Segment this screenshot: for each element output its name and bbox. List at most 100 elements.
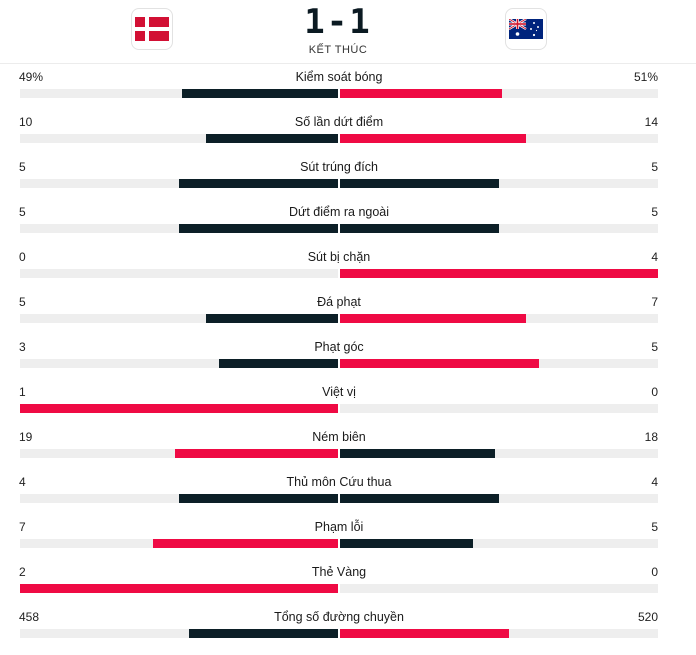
australia-flag-icon — [509, 19, 543, 39]
stat-bar-home-fill — [189, 629, 338, 638]
stat-label: Đá phạt — [317, 295, 361, 309]
stat-home-value: 458 — [19, 610, 40, 624]
stat-bar-home-track — [20, 359, 338, 368]
stat-bar-track — [20, 449, 658, 458]
stat-bar-track — [20, 584, 658, 593]
stat-label: Ném biên — [312, 430, 366, 444]
stat-away-value: 5 — [651, 340, 658, 354]
stat-away-value: 4 — [651, 475, 658, 489]
stat-bar-home-fill — [179, 494, 338, 503]
match-score: 1-1 — [304, 2, 372, 42]
stat-bar-away-track — [340, 449, 658, 458]
stat-bar-away-fill — [340, 494, 499, 503]
stat-bar-away-track — [340, 224, 658, 233]
stat-home-value: 2 — [19, 565, 26, 579]
stat-home-value: 5 — [19, 295, 26, 309]
stat-away-value: 5 — [651, 520, 658, 534]
match-status: KẾT THÚC — [308, 44, 368, 56]
stat-bar-track — [20, 89, 658, 98]
stat-away-value: 5 — [651, 160, 658, 174]
stat-home-value: 3 — [19, 340, 26, 354]
stat-bar-home-track — [20, 629, 338, 638]
stat-bar-away-fill — [340, 359, 539, 368]
stat-bar-away-fill — [340, 89, 503, 98]
stat-bar-away-fill — [340, 629, 510, 638]
stat-bar-home-track — [20, 89, 338, 98]
stat-bar-home-track — [20, 134, 338, 143]
stat-bar-away-track — [340, 494, 658, 503]
stat-away-value: 18 — [644, 430, 658, 444]
stat-home-value: 7 — [19, 520, 26, 534]
stat-bar-track — [20, 629, 658, 638]
stat-bar-track — [20, 494, 658, 503]
stat-bar-away-fill — [340, 314, 526, 323]
stat-bar-track — [20, 314, 658, 323]
stat-home-value: 5 — [19, 205, 26, 219]
stat-row: 5 Dứt điểm ra ngoài 5 — [0, 203, 696, 248]
stat-home-value: 0 — [19, 250, 26, 264]
stat-row: 4 Thủ môn Cứu thua 4 — [0, 473, 696, 518]
stat-row: 10 Số lần dứt điểm 14 — [0, 113, 696, 158]
stat-away-value: 0 — [651, 385, 658, 399]
stat-bar-home-track — [20, 314, 338, 323]
stat-bar-away-fill — [340, 179, 499, 188]
stat-label: Thẻ Vàng — [311, 565, 367, 579]
stat-bar-track — [20, 269, 658, 278]
stat-row: 2 Thẻ Vàng 0 — [0, 563, 696, 608]
stat-bar-home-fill — [20, 584, 338, 593]
stat-bar-home-fill — [179, 224, 338, 233]
stat-bar-home-fill — [205, 314, 338, 323]
stat-row: 1 Việt vị 0 — [0, 383, 696, 428]
stat-bar-away-track — [340, 584, 658, 593]
stat-label: Tổng số đường chuyền — [274, 610, 404, 624]
stat-home-value: 49% — [19, 70, 44, 84]
home-team-flag[interactable] — [131, 8, 173, 50]
match-header: 1-1 KẾT THÚC — [0, 0, 696, 64]
stat-row: 5 Đá phạt 7 — [0, 293, 696, 338]
stat-bar-home-fill — [174, 449, 338, 458]
stat-label: Thủ môn Cứu thua — [286, 475, 392, 489]
stat-bar-home-track — [20, 269, 338, 278]
stat-row: 458 Tổng số đường chuyền 520 — [0, 608, 696, 653]
stat-away-value: 520 — [637, 610, 658, 624]
stat-bar-home-fill — [182, 89, 338, 98]
stat-bar-away-track — [340, 539, 658, 548]
stat-bar-away-fill — [340, 449, 495, 458]
stat-bar-away-track — [340, 179, 658, 188]
stat-bar-home-fill — [205, 134, 338, 143]
stat-label: Sút bị chặn — [307, 250, 371, 264]
stat-away-value: 14 — [644, 115, 658, 129]
stat-bar-away-fill — [340, 539, 473, 548]
stat-bar-away-fill — [340, 269, 658, 278]
stat-label: Phạt góc — [314, 340, 364, 354]
stat-bar-home-fill — [218, 359, 338, 368]
stat-away-value: 4 — [651, 250, 658, 264]
denmark-flag-icon — [135, 17, 169, 41]
stat-away-value: 0 — [651, 565, 658, 579]
stat-label: Sút trúng đích — [300, 160, 378, 174]
stat-home-value: 1 — [19, 385, 26, 399]
stat-bar-track — [20, 404, 658, 413]
stat-bar-away-track — [340, 404, 658, 413]
stat-label: Kiểm soát bóng — [295, 70, 383, 84]
stat-away-value: 5 — [651, 205, 658, 219]
stat-bar-track — [20, 539, 658, 548]
stat-home-value: 4 — [19, 475, 26, 489]
stat-label: Phạm lỗi — [314, 520, 364, 534]
stat-bar-track — [20, 134, 658, 143]
away-team-flag[interactable] — [505, 8, 547, 50]
stat-label: Dứt điểm ra ngoài — [288, 205, 390, 219]
stat-row: 5 Sút trúng đích 5 — [0, 158, 696, 203]
stat-bar-track — [20, 359, 658, 368]
stat-row: 19 Ném biên 18 — [0, 428, 696, 473]
stat-bar-away-fill — [340, 134, 526, 143]
stat-home-value: 10 — [19, 115, 33, 129]
stat-row: 49% Kiểm soát bóng 51% — [0, 68, 696, 113]
stat-row: 3 Phạt góc 5 — [0, 338, 696, 383]
stat-bar-home-fill — [179, 179, 338, 188]
stat-bar-away-fill — [340, 224, 499, 233]
stat-home-value: 5 — [19, 160, 26, 174]
stat-bar-home-fill — [152, 539, 338, 548]
stat-bar-track — [20, 179, 658, 188]
stat-away-value: 7 — [651, 295, 658, 309]
